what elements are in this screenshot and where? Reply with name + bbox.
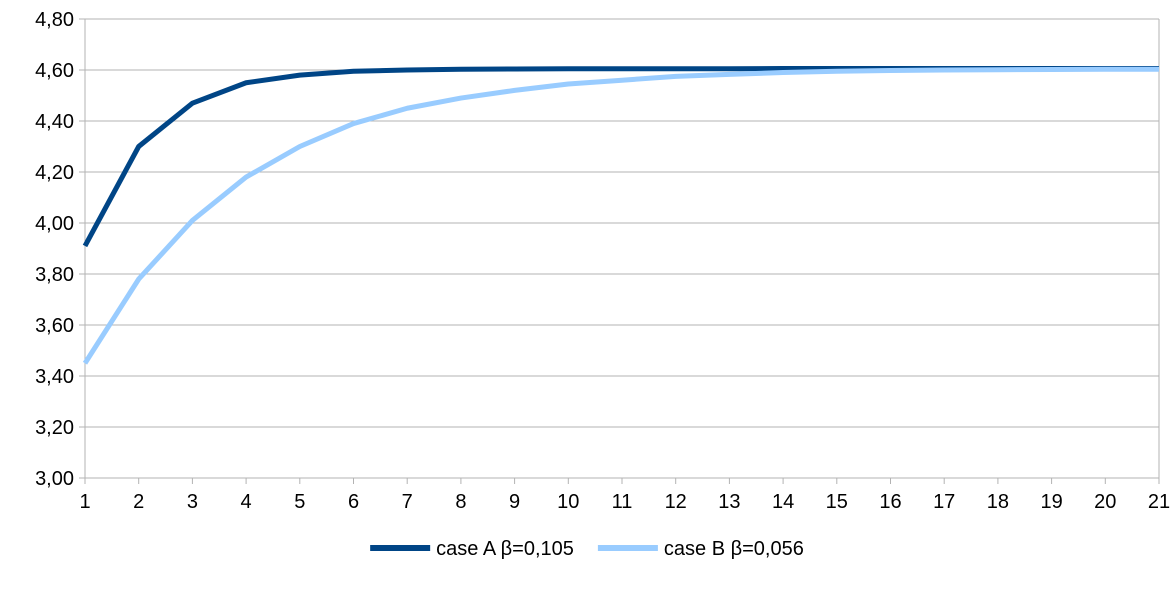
x-tick-label: 13 — [718, 491, 740, 513]
x-tick-label: 20 — [1094, 491, 1116, 513]
y-tick-label: 4,40 — [35, 111, 74, 133]
series-lines — [82, 65, 1159, 365]
x-tick-label: 2 — [133, 491, 144, 513]
x-tick-label: 12 — [665, 491, 687, 513]
x-tick-label: 9 — [509, 491, 520, 513]
y-tick-label: 3,40 — [35, 366, 74, 388]
x-tick-label: 21 — [1148, 491, 1170, 513]
y-tick-label: 3,60 — [35, 315, 74, 337]
x-tick-label: 1 — [79, 491, 90, 513]
y-tick-label: 4,80 — [35, 9, 74, 31]
y-tick-label: 4,60 — [35, 60, 74, 82]
x-tick-label: 17 — [933, 491, 955, 513]
x-tick-label: 6 — [348, 491, 359, 513]
x-tick-label: 10 — [557, 491, 579, 513]
x-tick-label: 4 — [241, 491, 252, 513]
x-tick-label: 7 — [402, 491, 413, 513]
legend: case A β=0,105 case B β=0,056 — [370, 538, 804, 560]
series-line-case-b — [82, 66, 1159, 365]
y-tick-label: 4,20 — [35, 162, 74, 184]
x-tick-label: 5 — [294, 491, 305, 513]
x-tick-label: 19 — [1040, 491, 1062, 513]
axes: 3,00 3,20 3,40 3,60 3,80 4,00 4,20 4,40 4,60 4,80… — [35, 9, 1170, 513]
series-line-case-a — [82, 65, 1159, 248]
x-tick-label: 3 — [187, 491, 198, 513]
legend-label: case A β=0,105 — [436, 538, 574, 560]
x-tick-label: 16 — [879, 491, 901, 513]
x-tick-label: 8 — [455, 491, 466, 513]
y-tick-label: 3,80 — [35, 264, 74, 286]
y-tick-label: 3,20 — [35, 417, 74, 439]
grid — [85, 18, 1159, 479]
x-tick-label: 14 — [772, 491, 794, 513]
legend-label: case B β=0,056 — [664, 538, 804, 560]
y-tick-label: 3,00 — [35, 468, 74, 490]
y-tick-label: 4,00 — [35, 213, 74, 235]
x-tick-label: 15 — [826, 491, 848, 513]
x-tick-label: 11 — [612, 491, 633, 513]
x-tick-label: 18 — [987, 491, 1009, 513]
